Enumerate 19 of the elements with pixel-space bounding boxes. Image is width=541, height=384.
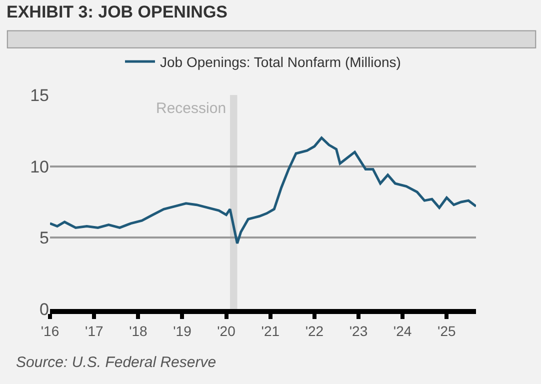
y-tick-label: 5 <box>40 228 49 248</box>
source-note: Source: U.S. Federal Reserve <box>16 354 216 371</box>
x-tick-label: '18 <box>129 322 148 339</box>
y-tick-label: 0 <box>40 300 49 319</box>
x-tick-label: '17 <box>85 322 104 339</box>
x-tick-label: '25 <box>438 322 456 339</box>
band-label: Recession <box>156 100 226 117</box>
line-series <box>50 136 476 245</box>
x-tick-label: '23 <box>349 322 368 339</box>
y-tick-label: 10 <box>30 157 49 176</box>
x-tick-label: '20 <box>217 322 236 339</box>
x-tick-label: '19 <box>173 322 192 339</box>
y-tick-label: 15 <box>30 86 49 105</box>
x-tick-label: '22 <box>305 322 324 339</box>
legend-label: Job Openings: Total Nonfarm (Millions) <box>160 54 401 70</box>
x-tick-label: '24 <box>393 322 412 339</box>
chart-title: EXHIBIT 3: JOB OPENINGS <box>6 2 228 22</box>
x-tick-label: '16 <box>40 322 60 339</box>
x-tick-label: '21 <box>261 322 280 339</box>
